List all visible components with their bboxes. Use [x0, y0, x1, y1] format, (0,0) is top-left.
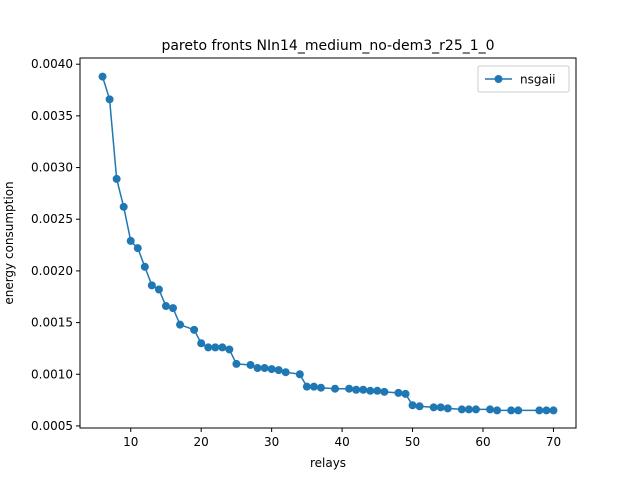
data-point [232, 359, 241, 368]
data-point [507, 406, 516, 415]
x-axis-label: relays [310, 456, 346, 470]
data-point [535, 406, 544, 415]
data-point [126, 236, 135, 245]
chart-title: pareto fronts NIn14_medium_no-dem3_r25_1… [161, 38, 494, 54]
data-point [549, 406, 558, 415]
data-point [112, 174, 121, 183]
data-point [401, 389, 410, 398]
data-point [415, 402, 424, 411]
x-tick-label: 40 [334, 435, 349, 449]
data-point [316, 383, 325, 392]
legend-marker-nsgaii [494, 75, 503, 83]
y-tick-label: 0.0005 [31, 419, 73, 433]
y-tick-label: 0.0040 [31, 57, 73, 71]
y-axis: 0.0005 0.0010 0.0015 0.0020 0.0025 0.0030 0.00… [31, 57, 80, 433]
x-axis: 10 20 30 40 50 60 70 [123, 428, 561, 449]
x-tick-label: 60 [475, 435, 490, 449]
data-point [218, 343, 227, 352]
data-point [133, 244, 142, 253]
x-tick-label: 20 [194, 435, 209, 449]
y-tick-label: 0.0025 [31, 212, 73, 226]
y-tick-label: 0.0015 [31, 316, 73, 330]
data-point [190, 325, 199, 334]
y-tick-label: 0.0030 [31, 161, 73, 175]
data-point [542, 406, 551, 415]
data-point [302, 382, 311, 391]
plot-area [79, 57, 577, 429]
data-point [493, 406, 502, 415]
y-axis-label: energy consumption [2, 181, 16, 304]
x-tick-label: 30 [264, 435, 279, 449]
plot-frame [79, 57, 577, 429]
data-point [176, 320, 185, 329]
data-point [352, 385, 361, 394]
data-point [366, 386, 375, 395]
data-point [408, 401, 417, 410]
data-point [169, 304, 177, 313]
data-point [309, 382, 318, 391]
data-point [464, 405, 473, 414]
data-point [359, 385, 368, 394]
data-point [197, 339, 206, 348]
data-point [281, 368, 290, 377]
y-tick-label: 0.0010 [31, 367, 73, 381]
data-point [345, 384, 354, 393]
y-tick-label: 0.0035 [31, 109, 73, 123]
data-point [429, 403, 438, 412]
data-point [443, 404, 452, 413]
data-point [246, 360, 255, 369]
data-point [119, 202, 128, 211]
x-tick-label: 50 [405, 435, 420, 449]
data-point [274, 366, 283, 375]
data-point [373, 386, 382, 395]
data-point [253, 364, 262, 373]
data-point [486, 405, 495, 414]
data-point [436, 403, 445, 412]
data-point [457, 405, 466, 414]
data-point [147, 281, 156, 290]
x-tick-label: 10 [123, 435, 138, 449]
series-layer [98, 72, 558, 415]
data-point [260, 364, 269, 373]
y-tick-label: 0.0020 [31, 264, 73, 278]
legend-box [477, 65, 570, 93]
data-point [161, 302, 170, 311]
legend: nsgaii [477, 65, 570, 93]
data-point [105, 95, 114, 104]
data-point [380, 387, 389, 396]
data-point [98, 72, 107, 81]
data-point [394, 388, 403, 397]
legend-label-nsgaii: nsgaii [520, 73, 556, 87]
data-point [225, 345, 234, 354]
data-point [154, 285, 163, 294]
data-point [267, 365, 276, 374]
data-point [140, 262, 149, 271]
data-point [471, 405, 480, 414]
data-point [295, 370, 304, 379]
x-tick-label: 70 [546, 435, 561, 449]
data-point [331, 384, 340, 393]
data-point [204, 343, 213, 352]
data-point [514, 406, 523, 415]
data-point [211, 343, 220, 352]
